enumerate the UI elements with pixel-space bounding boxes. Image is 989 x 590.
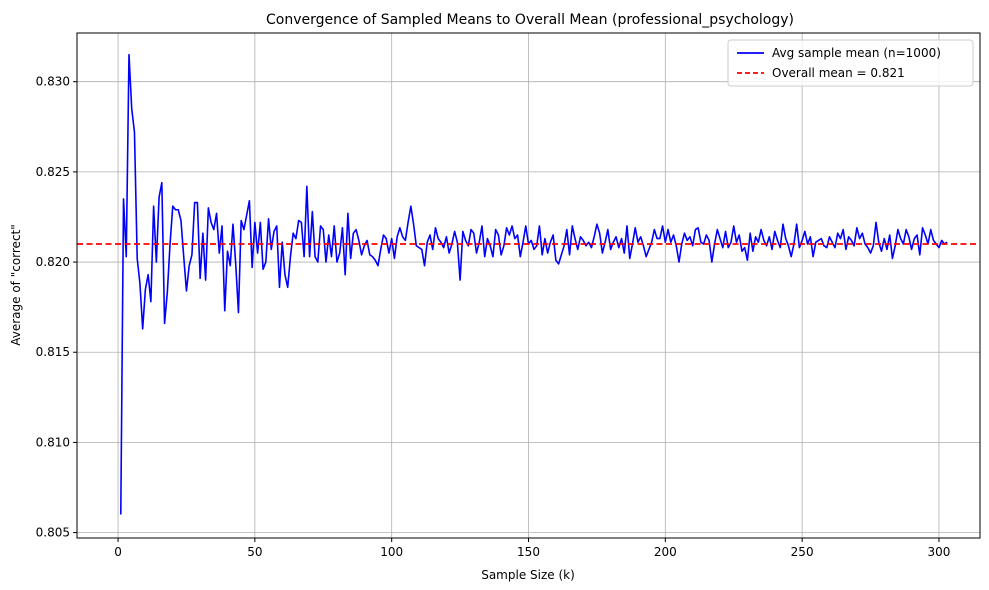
- legend: Avg sample mean (n=1000) Overall mean = …: [727, 39, 974, 87]
- sample-mean-line: [119, 53, 948, 515]
- legend-box: [727, 39, 974, 87]
- x-axis-title: Sample Size (k): [481, 568, 575, 582]
- plot-area: [77, 53, 980, 515]
- x-tick-label: 200: [654, 545, 677, 559]
- x-tick-label: 250: [791, 545, 814, 559]
- y-tick-label: 0.825: [36, 165, 70, 179]
- x-tick-label: 150: [517, 545, 540, 559]
- y-tick-label: 0.805: [36, 526, 70, 540]
- y-tick-label: 0.820: [36, 255, 70, 269]
- y-axis-title: Average of "correct": [9, 224, 23, 346]
- legend-label-sample-mean: Avg sample mean (n=1000): [772, 46, 941, 60]
- chart-title: Convergence of Sampled Means to Overall …: [266, 12, 794, 28]
- y-tick-label: 0.830: [36, 75, 70, 89]
- axis-ticks: 0 50 100 150 200 250 300 0.805 0.810 0.815 0.820 0.…: [36, 75, 951, 559]
- x-tick-label: 50: [247, 545, 262, 559]
- y-tick-label: 0.810: [36, 435, 70, 449]
- legend-label-overall-mean: Overall mean = 0.821: [772, 66, 905, 80]
- y-tick-label: 0.815: [36, 345, 70, 359]
- x-tick-label: 300: [928, 545, 951, 559]
- x-tick-label: 100: [380, 545, 403, 559]
- x-tick-label: 0: [114, 545, 122, 559]
